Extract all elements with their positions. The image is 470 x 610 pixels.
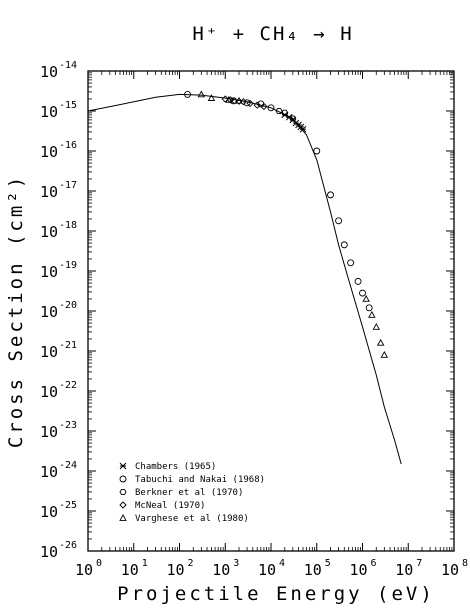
fit-curve [87,93,402,465]
y-tick-label: 10 [40,303,58,321]
y-tick-label: 10 [40,423,58,441]
legend-label: Tabuchi and Nakai (1968) [135,475,265,485]
major-ticks [87,70,455,552]
x-tick-label: 10 [258,561,276,579]
y-tick-label: 10 [40,543,58,561]
legend-marker [119,514,127,521]
legend-label: McNeal (1970) [135,501,205,511]
data-point [340,241,348,249]
y-axis-title: Cross Section (cm²) [5,174,27,448]
x-tick-label: 10 [304,561,322,579]
x-tick-exponent: 1 [142,558,148,569]
y-tick-exponent: -18 [59,220,77,231]
y-tick-exponent: -17 [59,180,77,191]
data-point [260,102,268,111]
chart-title-text: H⁺ + CH₄ → H [192,23,353,45]
x-tick-label: 10 [395,561,413,579]
legend-marker [119,501,127,509]
data-point [246,99,254,108]
data-point [226,96,235,104]
data-point [243,99,251,107]
y-tick-label: 10 [40,263,58,281]
data-point [347,259,355,267]
data-point [289,115,297,122]
data-point [225,95,233,103]
y-tick-label: 10 [40,63,58,81]
y-tick-labels: 10-1410-1510-1610-1710-1810-1910-2010-21… [40,60,77,561]
y-tick-exponent: -16 [59,140,77,151]
y-tick-exponent: -22 [59,380,77,391]
x-tick-label: 10 [441,561,459,579]
data-point [365,304,373,312]
x-tick-exponent: 8 [462,558,468,569]
data-point [239,98,248,106]
x-tick-labels: 10 0 10 1 10 2 10 3 10 4 10 5 10 6 10 7 10 8 [75,558,468,579]
x-tick-exponent: 4 [279,558,285,569]
x-tick-exponent: 6 [371,558,377,569]
data-point [313,147,321,155]
data-point [362,295,370,302]
y-tick-exponent: -20 [59,300,77,311]
y-tick-exponent: -23 [59,420,77,431]
legend-marker [119,475,127,483]
legend-marker [119,488,127,496]
legend-marker [119,462,127,470]
x-tick-exponent: 5 [325,558,331,569]
x-tick-exponent: 7 [416,558,422,569]
data-point [230,97,239,105]
data-point [235,96,243,104]
x-tick-exponent: 0 [96,558,102,569]
data-point [197,90,206,98]
y-tick-exponent: -19 [59,260,77,271]
data-point [359,289,366,297]
y-tick-label: 10 [40,463,58,481]
minor-ticks [88,71,454,551]
y-tick-label: 10 [40,383,58,401]
x-tick-label: 10 [75,561,93,579]
y-tick-label: 10 [40,183,58,201]
legend-label: Berkner et al (1970) [135,488,243,498]
chart-title: H⁺ + CH₄ → H [192,23,353,45]
y-tick-label: 10 [40,223,58,241]
data-point [281,109,289,116]
y-tick-exponent: -24 [59,460,77,471]
x-tick-exponent: 3 [233,558,239,569]
legend: Chambers (1965) Tabuchi and Nakai (1968) B… [119,462,265,524]
data-point [335,217,343,225]
data-point [354,277,362,285]
x-axis-title: Projectile Energy (eV) [117,583,435,605]
x-tick-label: 10 [121,561,139,579]
y-tick-exponent: -14 [59,60,77,71]
data-point [368,310,376,318]
data-point [221,95,229,103]
data-points [184,90,389,358]
data-point [327,191,334,199]
x-tick-label: 10 [212,561,230,579]
data-point [299,125,307,133]
x-tick-label: 10 [166,561,184,579]
data-point [380,350,389,358]
data-point [267,104,275,112]
y-tick-label: 10 [40,143,58,161]
data-point [253,101,261,109]
data-point [235,97,243,105]
data-point [372,322,381,330]
y-tick-label: 10 [40,103,58,121]
x-tick-label: 10 [349,561,367,579]
y-tick-label: 10 [40,503,58,521]
data-point [285,113,293,121]
legend-label: Varghese et al (1980) [135,514,249,524]
data-point [184,90,192,98]
y-tick-exponent: -15 [59,100,77,111]
y-tick-exponent: -25 [59,500,77,511]
legend-label: Chambers (1965) [135,462,216,472]
y-tick-exponent: -21 [59,340,77,351]
x-tick-exponent: 2 [188,558,194,569]
data-point [207,94,216,101]
data-point [376,338,385,346]
data-point [275,107,283,115]
y-tick-label: 10 [40,343,58,361]
y-tick-exponent: -26 [59,540,77,551]
